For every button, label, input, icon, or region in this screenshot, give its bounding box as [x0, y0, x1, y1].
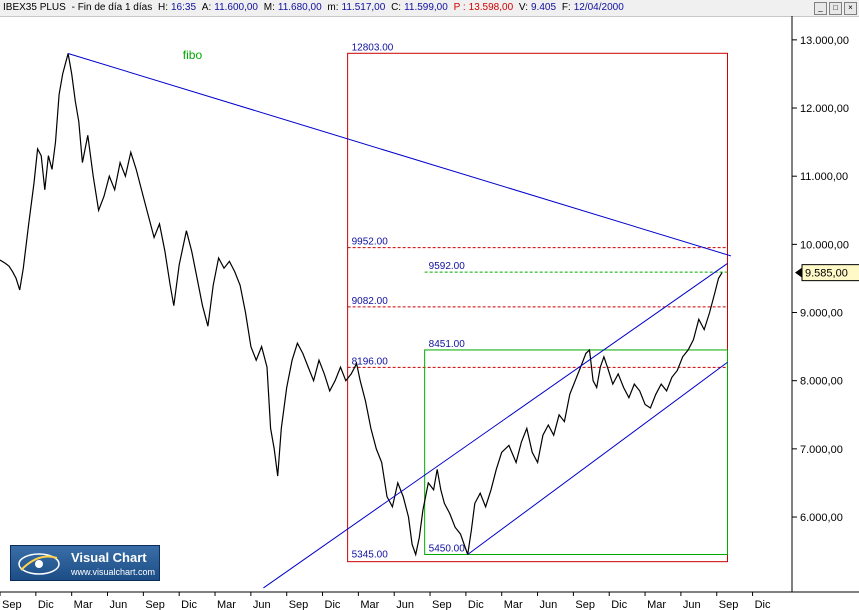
- y-tick-label: 8.000,00: [800, 376, 843, 388]
- x-tick-label: Dic: [611, 599, 627, 610]
- fib-red-level-label: 12803.00: [352, 42, 394, 53]
- fib-red-box: [347, 52, 728, 563]
- date-value: 12/04/2000: [573, 2, 624, 13]
- x-tick-label: Mar: [647, 599, 666, 610]
- x-tick-label: Jun: [110, 599, 128, 610]
- x-tick-label: Dic: [181, 599, 197, 610]
- trendline-label: fibo: [183, 48, 203, 62]
- hour-value: 16:35: [170, 2, 197, 13]
- x-tick-label: Dic: [38, 599, 54, 610]
- x-tick-label: Sep: [145, 599, 165, 610]
- logo-title: Visual Chart: [71, 550, 147, 565]
- volume-label: V:: [518, 2, 528, 13]
- fib-green-level-label: 9592.00: [429, 261, 466, 272]
- y-tick-label: 10.000,00: [800, 239, 849, 251]
- y-tick-label: 6.000,00: [800, 512, 843, 524]
- fib-green-box: [424, 349, 728, 556]
- date-label: F:: [561, 2, 571, 13]
- y-tick-label: 12.000,00: [800, 103, 849, 115]
- x-tick-label: Sep: [289, 599, 309, 610]
- minimize-button[interactable]: _: [814, 2, 827, 15]
- x-tick-label: Jun: [396, 599, 414, 610]
- logo-globe-icon: [18, 553, 60, 575]
- fib-green-level-label: 5450.00: [429, 544, 466, 555]
- fib-red-level-label: 9952.00: [352, 237, 389, 248]
- x-tick-label: Sep: [2, 599, 22, 610]
- x-tick-label: Dic: [468, 599, 484, 610]
- x-tick-label: Mar: [74, 599, 93, 610]
- y-tick-label: 13.000,00: [800, 35, 849, 47]
- last-price-label: 9.585,00: [805, 268, 848, 280]
- maximize-button[interactable]: □: [829, 2, 842, 15]
- x-tick-label: Mar: [217, 599, 236, 610]
- x-tick-label: Sep: [432, 599, 452, 610]
- y-tick-label: 9.000,00: [800, 308, 843, 320]
- chart-header: IBEX35 PLUS - Fin de día 1 días H: 16:35 …: [0, 0, 859, 17]
- high-value: 11.680,00: [277, 2, 322, 13]
- open-value: 11.600,00: [214, 2, 258, 13]
- fib-red-level-label: 5345.00: [352, 550, 389, 561]
- trendline: [67, 53, 732, 257]
- y-tick-label: 11.000,00: [800, 171, 848, 183]
- prev-value: 13.598,00: [468, 2, 514, 13]
- fib-red-level-label: 8196.00: [352, 356, 389, 367]
- last-price-pointer: [795, 267, 802, 278]
- high-label: M:: [263, 2, 275, 13]
- x-tick-label: Jun: [540, 599, 558, 610]
- logo-url: www.visualchart.com: [71, 567, 156, 577]
- x-tick-label: Dic: [755, 599, 771, 610]
- trendline: [467, 361, 728, 555]
- fib-green-level-label: 8451.00: [429, 339, 466, 350]
- trendline: [263, 263, 728, 589]
- window-controls: _ □ ×: [814, 2, 857, 15]
- x-tick-label: Dic: [325, 599, 341, 610]
- close-value: 11.599,00: [404, 2, 448, 13]
- x-tick-label: Sep: [575, 599, 595, 610]
- price-series-line: [0, 53, 723, 557]
- x-tick-label: Mar: [504, 599, 523, 610]
- symbol-name: IBEX35 PLUS: [3, 2, 66, 13]
- period-label: Fin de día 1 días: [77, 2, 153, 13]
- fib-red-level-label: 9082.00: [352, 296, 389, 307]
- low-value: 11.517,00: [341, 2, 386, 13]
- volume-value: 9.405: [531, 2, 557, 13]
- x-tick-label: Jun: [683, 599, 701, 610]
- y-tick-label: 7.000,00: [800, 444, 843, 456]
- x-tick-label: Jun: [253, 599, 271, 610]
- close-button[interactable]: ×: [844, 2, 857, 15]
- prev-label: P :: [453, 2, 466, 13]
- open-label: A:: [201, 2, 212, 13]
- close-label: C:: [391, 2, 402, 13]
- x-tick-label: Sep: [719, 599, 739, 610]
- x-tick-label: Mar: [360, 599, 379, 610]
- low-label: m:: [327, 2, 339, 13]
- hour-label: H:: [157, 2, 168, 13]
- visual-chart-logo: Visual Chart www.visualchart.com: [10, 545, 160, 581]
